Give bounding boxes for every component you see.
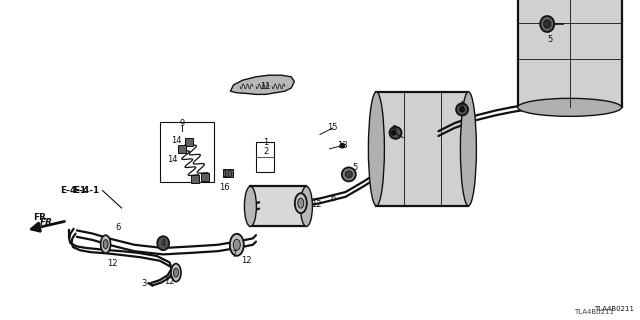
Text: 16: 16	[219, 183, 229, 192]
Bar	[376, 92, 468, 206]
Bar	[256, 142, 274, 172]
Text: 8: 8	[391, 125, 396, 134]
Ellipse shape	[234, 239, 240, 250]
Ellipse shape	[171, 264, 181, 282]
Text: 11: 11	[260, 82, 271, 91]
Bar	[250, 186, 307, 227]
Text: 9: 9	[180, 119, 185, 128]
Ellipse shape	[342, 167, 356, 181]
Text: 10: 10	[222, 170, 232, 179]
Ellipse shape	[340, 143, 345, 148]
Ellipse shape	[369, 92, 385, 206]
Text: E-4-1: E-4-1	[74, 186, 100, 195]
Ellipse shape	[230, 234, 244, 256]
Ellipse shape	[456, 103, 468, 116]
Text: 3: 3	[141, 279, 147, 288]
Ellipse shape	[460, 107, 465, 112]
Text: 1: 1	[263, 138, 268, 147]
Text: 12: 12	[107, 260, 117, 268]
Ellipse shape	[390, 127, 401, 139]
Ellipse shape	[298, 198, 304, 208]
Ellipse shape	[346, 171, 352, 178]
Text: 15: 15	[328, 124, 338, 132]
Ellipse shape	[540, 16, 554, 32]
Text: FR.: FR.	[40, 218, 56, 227]
Text: 6: 6	[330, 194, 335, 203]
Text: E-4-1: E-4-1	[60, 186, 87, 195]
Ellipse shape	[295, 193, 307, 213]
Ellipse shape	[103, 240, 108, 249]
Text: 14: 14	[168, 156, 178, 164]
Bar	[179, 145, 186, 153]
Text: 14: 14	[171, 136, 181, 145]
Ellipse shape	[100, 235, 111, 253]
Text: 2: 2	[263, 148, 268, 156]
Ellipse shape	[518, 98, 621, 116]
Text: TLA4B0211: TLA4B0211	[575, 309, 614, 315]
Bar	[518, 0, 621, 108]
Ellipse shape	[544, 20, 550, 28]
Text: 12: 12	[312, 200, 322, 209]
Text: 6: 6	[116, 223, 121, 232]
Ellipse shape	[391, 130, 396, 135]
Text: TLA4B0211: TLA4B0211	[595, 306, 634, 312]
Text: 4: 4	[458, 101, 463, 110]
Ellipse shape	[460, 92, 476, 206]
Ellipse shape	[173, 268, 179, 277]
Bar	[185, 138, 193, 147]
Text: 5: 5	[548, 36, 553, 44]
Bar	[191, 175, 199, 182]
Text: 5: 5	[353, 164, 358, 172]
Bar	[201, 173, 209, 180]
Ellipse shape	[300, 186, 312, 227]
Text: FR.: FR.	[33, 213, 50, 222]
Text: 4: 4	[161, 239, 166, 248]
Text: 12: 12	[164, 277, 175, 286]
Ellipse shape	[157, 236, 169, 250]
Bar	[160, 122, 214, 182]
Text: 13: 13	[337, 141, 348, 150]
Text: 12: 12	[241, 256, 252, 265]
Ellipse shape	[244, 186, 257, 227]
Polygon shape	[230, 75, 294, 94]
Bar	[223, 169, 233, 177]
Text: 7: 7	[231, 250, 236, 259]
